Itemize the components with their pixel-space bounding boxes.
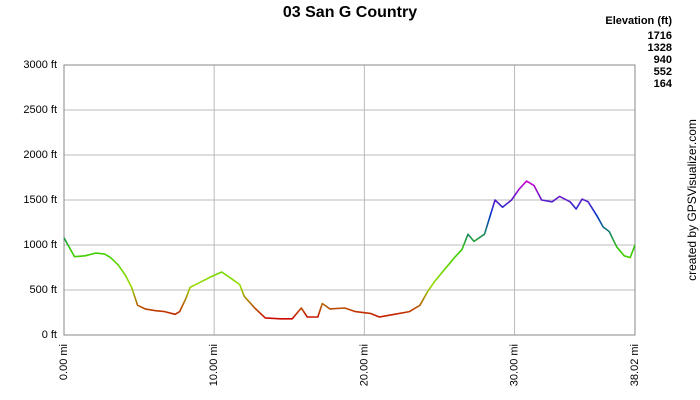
y-tick-label: 0 ft: [42, 329, 57, 341]
x-tick-label: 10.00 mi: [208, 344, 220, 386]
y-tick-label: 1000 ft: [23, 239, 57, 251]
plot-border: [63, 64, 636, 336]
y-tick-label: 1500 ft: [23, 194, 57, 206]
legend-value: 552: [654, 66, 672, 78]
legend-value: 1328: [648, 42, 672, 54]
x-tick-label: 30.00 mi: [508, 344, 520, 386]
y-tick-label: 2000 ft: [23, 149, 57, 161]
y-tick-label: 500 ft: [29, 284, 57, 296]
legend-title: Elevation (ft): [605, 15, 672, 27]
legend-value: 940: [654, 54, 672, 66]
y-tick-label: 3000 ft: [23, 59, 57, 71]
x-tick-label: 0.00 mi: [58, 344, 70, 380]
legend-value: 1716: [648, 30, 672, 42]
elevation-line: [63, 180, 636, 320]
x-tick-label: 38.02 mi: [629, 344, 641, 386]
y-tick-label: 2500 ft: [23, 104, 57, 116]
credit: created by GPSVisualizer.com: [685, 119, 699, 281]
x-tick-label: 20.00 mi: [358, 344, 370, 386]
legend-value: 164: [654, 78, 673, 90]
chart-title: 03 San G Country: [283, 4, 417, 21]
